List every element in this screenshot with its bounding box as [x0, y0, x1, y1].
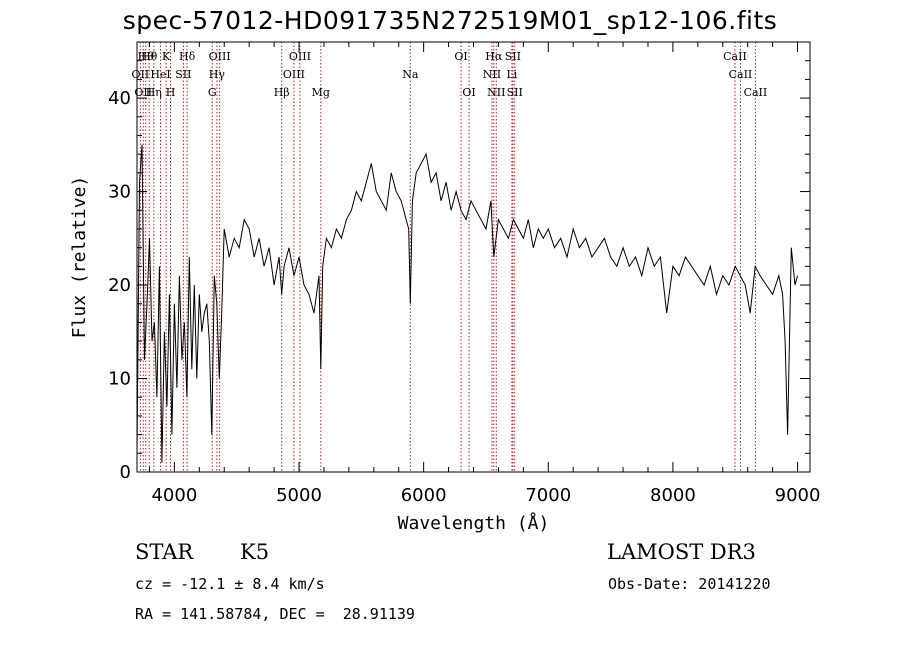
spectral-line-label: Hθ	[138, 50, 155, 63]
x-tick-label: 5000	[276, 485, 322, 506]
x-tick-label: 6000	[401, 485, 447, 506]
plot-frame	[136, 41, 811, 473]
spectral-line-label: OIII	[283, 68, 305, 81]
y-axis-label: Flux (relative)	[69, 176, 90, 339]
spectral-line-label: SII	[505, 50, 521, 63]
x-tick-label: 4000	[151, 485, 197, 506]
spectral-line-label: CaII	[744, 86, 768, 99]
spectral-line-label: Na	[402, 68, 419, 81]
x-tick-label: 7000	[525, 485, 571, 506]
spectral-line-label: CaII	[723, 50, 747, 63]
spectral-line-label: OII	[134, 86, 152, 99]
y-tick-label: 10	[108, 369, 131, 390]
spectral-line-label: NII	[483, 68, 501, 81]
spectral-line-label: NII	[487, 86, 505, 99]
redshift-text: cz = -12.1 ± 8.4 km/s	[135, 575, 325, 593]
spectral-line-label: OI	[462, 86, 475, 99]
spectral-line-label: OIII	[209, 50, 231, 63]
y-tick-label: 30	[108, 182, 131, 203]
y-tick-label: 0	[120, 462, 131, 483]
y-tick-label: 40	[108, 88, 131, 109]
spectral-line-label: OIII	[289, 50, 311, 63]
spectral-line-label: Li	[506, 68, 517, 81]
chart-title: spec-57012-HD091735N272519M01_sp12-106.f…	[122, 6, 778, 35]
y-tick-label: 20	[108, 275, 131, 296]
spectral-line-label: Hα	[485, 50, 503, 63]
object-class: STAR	[135, 540, 194, 564]
x-tick-label: 9000	[775, 485, 821, 506]
spectrum-series-line	[136, 144, 798, 463]
spectral-line-label: SII	[507, 86, 523, 99]
spectral-line-label: G	[208, 86, 217, 99]
spectral-line-label: CaII	[729, 68, 753, 81]
object-subclass: K5	[240, 540, 270, 564]
spectral-line-label: Hδ	[179, 50, 196, 63]
spectral-line-label: OII	[132, 68, 150, 81]
spectral-line-label: Hβ	[274, 86, 290, 99]
spectral-line-label: HeI	[150, 68, 170, 81]
x-tick-label: 8000	[650, 485, 696, 506]
spectral-line-label: H	[166, 86, 176, 99]
spectral-line-label: OI	[454, 50, 467, 63]
survey-name: LAMOST DR3	[607, 540, 756, 564]
spectral-line-label: K	[162, 50, 171, 63]
spectral-line-label: Hθ	[141, 50, 158, 63]
coordinates: RA = 141.58784, DEC = 28.91139	[135, 605, 415, 623]
spectral-line-label: Mg	[312, 86, 330, 99]
obs-date: Obs-Date: 20141220	[608, 575, 771, 593]
spectral-line-label: Hγ	[209, 68, 226, 81]
spectral-line-label: SII	[175, 68, 191, 81]
x-axis-label: Wavelength (Å)	[398, 512, 550, 534]
spectral-line-label: Hη	[146, 86, 162, 99]
